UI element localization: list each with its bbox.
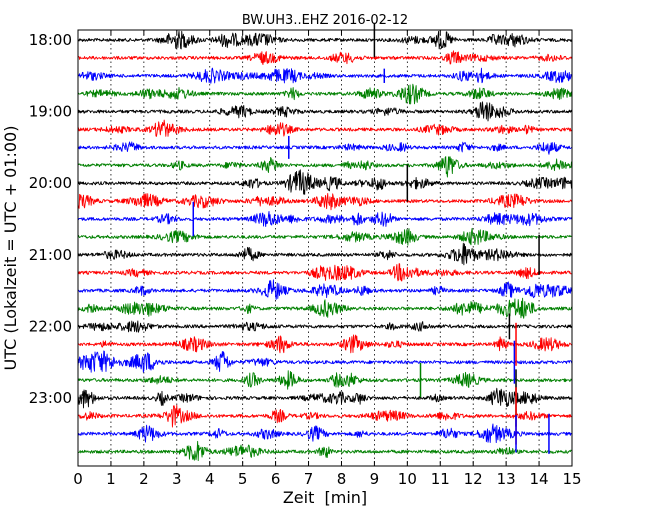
trace-group (77, 22, 573, 462)
trace-line (77, 227, 573, 246)
vertical-gridlines (110, 30, 540, 466)
trace-line (77, 169, 573, 195)
trace-line (77, 404, 573, 428)
x-tick-label: 0 (73, 470, 83, 488)
y-axis-label: UTC (Lokalzeit = UTC + 01:00) (1, 126, 20, 371)
x-tick-label: 10 (398, 470, 417, 488)
x-tick-label: 11 (431, 470, 450, 488)
trace-line (77, 242, 573, 266)
x-tick-label: 12 (464, 470, 483, 488)
trace-line (77, 67, 573, 84)
x-tick-label: 5 (238, 470, 248, 488)
x-axis-label: Zeit [min] (283, 488, 367, 507)
y-axis-ticks: 18:00 19:00 20:00 21:00 22:00 23:00 (29, 31, 572, 407)
trace-line (77, 50, 573, 66)
x-tick-label: 2 (139, 470, 149, 488)
x-tick-label: 9 (370, 470, 380, 488)
y-tick-label: 23:00 (29, 389, 72, 407)
y-tick-label: 20:00 (29, 174, 72, 192)
trace-line (77, 297, 573, 319)
x-tick-label: 3 (172, 470, 182, 488)
trace-line (77, 119, 573, 137)
x-tick-label: 6 (271, 470, 281, 488)
y-tick-label: 21:00 (29, 246, 72, 264)
x-tick-label: 14 (530, 470, 549, 488)
x-tick-label: 8 (337, 470, 347, 488)
trace-line (77, 193, 573, 211)
trace-line (77, 156, 573, 178)
trace-line (77, 423, 573, 444)
trace-line (77, 30, 573, 50)
trace-line (77, 141, 573, 155)
trace-line (77, 334, 573, 354)
trace-line (77, 440, 573, 462)
y-tick-label: 18:00 (29, 31, 72, 49)
x-tick-label: 4 (205, 470, 215, 488)
trace-line (77, 350, 573, 373)
trace-line (77, 211, 573, 228)
trace-line (77, 387, 573, 409)
y-tick-label: 19:00 (29, 103, 72, 121)
x-axis-ticks: 0 1 2 3 4 5 6 7 8 9 10 11 12 13 14 15 (73, 30, 582, 488)
trace-line (77, 320, 573, 333)
trace-line (77, 370, 573, 390)
trace-line (77, 83, 573, 105)
x-tick-label: 1 (106, 470, 116, 488)
trace-line (77, 279, 573, 300)
x-tick-label: 15 (562, 470, 581, 488)
trace-line (77, 263, 573, 282)
chart-title: BW.UH3..EHZ 2016-02-12 (242, 13, 408, 28)
x-tick-label: 7 (304, 470, 314, 488)
x-tick-label: 13 (497, 470, 516, 488)
y-tick-label: 22:00 (29, 317, 72, 335)
plot-frame (77, 29, 573, 467)
trace-line (77, 101, 573, 122)
